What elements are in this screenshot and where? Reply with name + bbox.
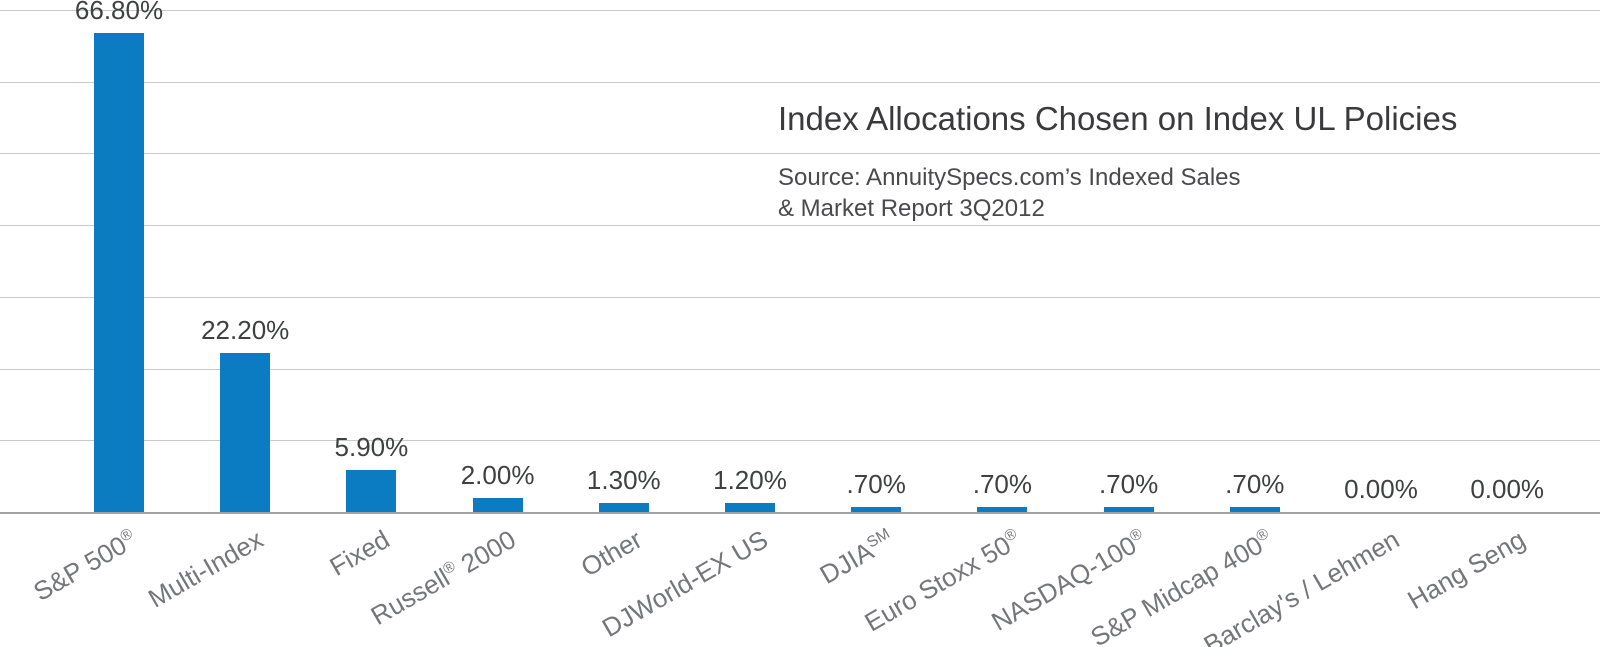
gridline xyxy=(0,153,1600,155)
title-block: Index Allocations Chosen on Index UL Pol… xyxy=(778,100,1457,224)
chart-source: Source: AnnuitySpecs.com’s Indexed Sales… xyxy=(778,162,1457,224)
bar xyxy=(472,498,523,512)
bar xyxy=(1103,507,1154,512)
bar-value-label: .70% xyxy=(1225,469,1285,499)
chart-source-line1: Source: AnnuitySpecs.com’s Indexed Sales xyxy=(778,164,1241,191)
bar-value-label: 5.90% xyxy=(334,432,409,462)
bar xyxy=(1229,507,1280,512)
gridline xyxy=(0,440,1600,442)
bar xyxy=(598,503,649,512)
x-axis-label: S&P 500® xyxy=(28,525,137,607)
bar xyxy=(851,507,902,512)
gridline xyxy=(0,81,1600,83)
bar xyxy=(220,353,271,512)
bar xyxy=(977,507,1028,512)
gridline xyxy=(0,10,1600,11)
gridline xyxy=(0,368,1600,370)
bar-value-label: .70% xyxy=(1098,469,1159,499)
gridline xyxy=(0,225,1600,227)
x-axis-label: Fixed xyxy=(324,524,395,582)
bar-value-label: .70% xyxy=(846,469,906,499)
bar xyxy=(346,470,397,512)
bar-value-label: 0.00% xyxy=(1344,474,1418,504)
chart-source-line2: & Market Report 3Q2012 xyxy=(778,195,1045,222)
bar-value-label: 1.20% xyxy=(713,465,787,495)
x-axis-label: Hang Seng xyxy=(1402,524,1531,616)
bar-value-label: 2.00% xyxy=(460,460,535,490)
bar xyxy=(94,33,144,512)
x-axis-label: Other xyxy=(575,524,647,583)
x-axis-label: Multi-Index xyxy=(143,524,269,614)
x-axis-label: DJIASM xyxy=(815,525,894,590)
bar xyxy=(725,503,775,512)
bar-value-label: 66.80% xyxy=(74,0,164,25)
chart-title: Index Allocations Chosen on Index UL Pol… xyxy=(778,100,1458,137)
gridline xyxy=(0,296,1600,298)
bar-value-label: 1.30% xyxy=(586,465,661,495)
x-axis-line xyxy=(0,512,1600,514)
bar-value-label: 22.20% xyxy=(201,315,290,345)
bar-value-label: 0.00% xyxy=(1470,474,1545,504)
bar-value-label: .70% xyxy=(972,469,1033,499)
